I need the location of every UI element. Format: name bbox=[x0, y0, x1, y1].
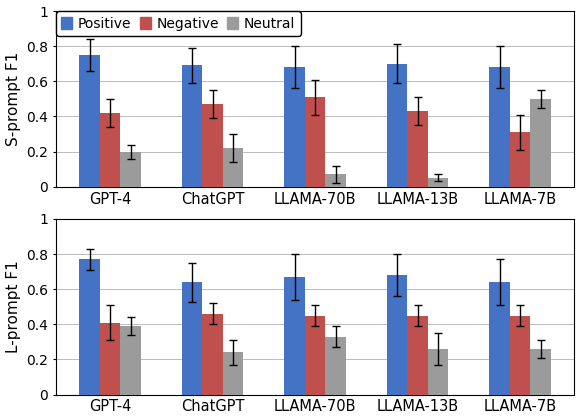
Bar bbox=[407, 111, 428, 186]
Bar bbox=[387, 275, 407, 394]
Bar bbox=[79, 55, 100, 186]
Bar bbox=[530, 349, 551, 394]
Bar bbox=[223, 352, 244, 394]
Bar bbox=[284, 277, 305, 394]
Bar bbox=[305, 97, 325, 186]
Bar bbox=[182, 282, 202, 394]
Bar bbox=[325, 337, 346, 394]
Bar bbox=[428, 349, 448, 394]
Bar bbox=[325, 174, 346, 186]
Legend: Positive, Negative, Neutral: Positive, Negative, Neutral bbox=[56, 11, 301, 36]
Bar bbox=[490, 282, 510, 394]
Bar bbox=[284, 67, 305, 186]
Bar bbox=[79, 260, 100, 394]
Y-axis label: S-prompt F1: S-prompt F1 bbox=[6, 52, 20, 146]
Bar bbox=[223, 148, 244, 186]
Y-axis label: L-prompt F1: L-prompt F1 bbox=[6, 260, 20, 353]
Bar bbox=[510, 132, 530, 186]
Bar bbox=[182, 66, 202, 186]
Bar bbox=[387, 64, 407, 186]
Bar bbox=[120, 152, 141, 186]
Bar bbox=[530, 99, 551, 186]
Bar bbox=[428, 178, 448, 186]
Bar bbox=[100, 113, 120, 186]
Bar bbox=[510, 315, 530, 394]
Bar bbox=[202, 104, 223, 186]
Bar bbox=[100, 323, 120, 394]
Bar bbox=[120, 326, 141, 394]
Bar bbox=[490, 67, 510, 186]
Bar bbox=[202, 314, 223, 394]
Bar bbox=[305, 315, 325, 394]
Bar bbox=[407, 315, 428, 394]
